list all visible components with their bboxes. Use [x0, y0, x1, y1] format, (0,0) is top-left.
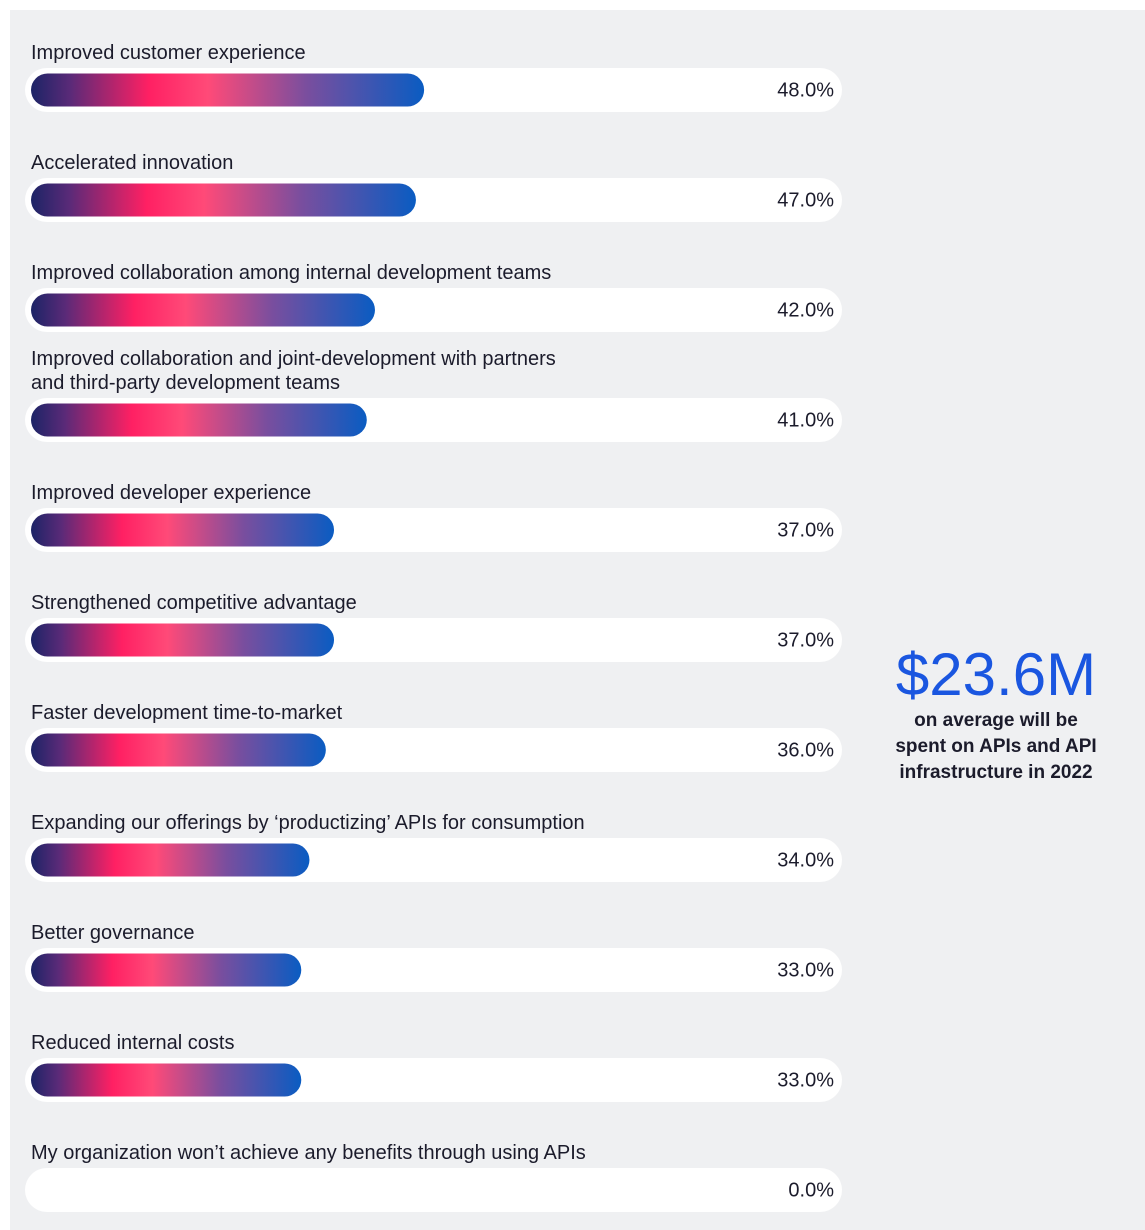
bar-track — [25, 1168, 842, 1212]
bar — [31, 843, 310, 877]
callout-figure: $23.6M — [895, 641, 1097, 708]
value-label: 41.0% — [777, 409, 834, 431]
category-label: Better governance — [31, 922, 195, 944]
value-label: 48.0% — [777, 79, 834, 101]
category-label: Accelerated innovation — [31, 152, 234, 174]
category-label: Expanding our offerings by ‘productizing… — [31, 812, 585, 834]
bar — [31, 73, 425, 107]
value-label: 0.0% — [788, 1179, 834, 1201]
category-label: Reduced internal costs — [31, 1032, 235, 1054]
value-label: 33.0% — [777, 959, 834, 981]
bar — [31, 1063, 302, 1097]
category-label: Faster development time-to-market — [31, 702, 343, 724]
category-label: Improved developer experience — [31, 482, 312, 504]
value-label: 36.0% — [777, 739, 834, 761]
bar — [31, 733, 326, 767]
value-label: 42.0% — [777, 299, 834, 321]
value-label: 33.0% — [777, 1069, 834, 1091]
bar — [31, 183, 416, 217]
category-label: Improved collaboration and joint-develop… — [31, 348, 556, 394]
value-label: 37.0% — [777, 629, 834, 651]
category-label: Strengthened competitive advantage — [31, 592, 357, 614]
value-label: 37.0% — [777, 519, 834, 541]
bar — [31, 623, 335, 657]
category-label: Improved collaboration among internal de… — [31, 262, 552, 284]
bar — [31, 293, 375, 327]
value-label: 34.0% — [777, 849, 834, 871]
value-label: 47.0% — [777, 189, 834, 211]
category-label: My organization won’t achieve any benefi… — [31, 1142, 586, 1164]
category-label: Improved customer experience — [31, 42, 306, 64]
bar — [31, 953, 302, 987]
bar — [31, 513, 335, 547]
callout-text: on average will be spent on APIs and API… — [895, 710, 1097, 783]
bar — [31, 403, 367, 437]
